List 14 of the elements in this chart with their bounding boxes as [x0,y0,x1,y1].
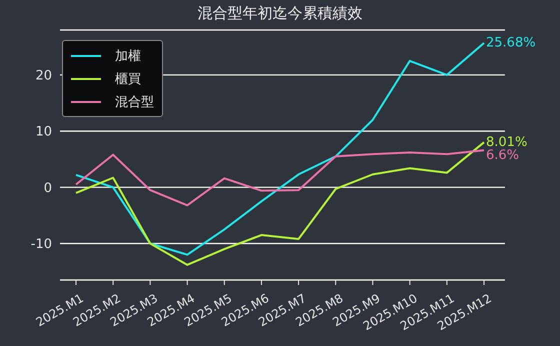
annotation: 6.6% [486,148,520,163]
annotation: 8.01% [486,134,528,150]
legend-label: 混合型 [115,94,154,110]
legend-label: 加權 [115,48,141,64]
chart-title: 混合型年初迄今累積績效 [196,4,364,23]
y-tick-label: 10 [35,124,52,140]
line-series [75,141,485,266]
line-series [75,149,485,206]
annotation: 25.68% [486,36,536,51]
y-tick-label: 0 [44,180,52,196]
y-tick-label: 20 [35,68,52,84]
y-tick-label: -10 [30,237,52,252]
line-series [75,42,485,256]
legend-label: 櫃買 [115,70,141,88]
